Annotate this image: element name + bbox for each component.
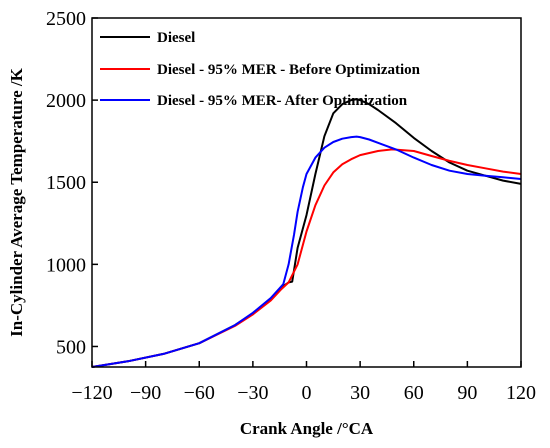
- plot-lines: [91, 98, 522, 368]
- y-tick-label: 1000: [46, 254, 86, 276]
- y-tick-label: 2500: [46, 8, 86, 30]
- x-axis-ticks: −120 −90 −60 −30 0 30 60 90 120: [71, 361, 536, 404]
- y-tick-label: 1500: [46, 172, 86, 194]
- x-tick-label: 90: [457, 382, 477, 404]
- x-axis-label: Crank Angle /°CA: [240, 419, 374, 438]
- legend-label-2: Diesel - 95% MER - Before Optimization: [157, 62, 421, 78]
- x-tick-label: 0: [302, 382, 312, 404]
- y-axis-label: In-Cylinder Average Temperature /K: [7, 67, 26, 336]
- y-tick-label: 2000: [46, 90, 86, 112]
- legend-label-3: Diesel - 95% MER- After Optimization: [157, 93, 408, 109]
- series-line-2: [91, 148, 522, 368]
- legend-label-1: Diesel: [157, 30, 195, 46]
- x-tick-label: −60: [184, 382, 215, 404]
- series-line-3: [91, 135, 522, 368]
- legend: Diesel Diesel - 95% MER - Before Optimiza…: [100, 30, 421, 109]
- x-tick-label: 30: [350, 382, 370, 404]
- y-axis-ticks: 500 1000 1500 2000 2500: [46, 8, 98, 358]
- x-tick-label: −30: [237, 382, 268, 404]
- x-tick-label: −90: [130, 382, 161, 404]
- x-tick-label: 60: [404, 382, 424, 404]
- x-tick-label: 120: [506, 382, 536, 404]
- y-tick-label: 500: [56, 336, 86, 358]
- x-tick-label: −120: [71, 382, 112, 404]
